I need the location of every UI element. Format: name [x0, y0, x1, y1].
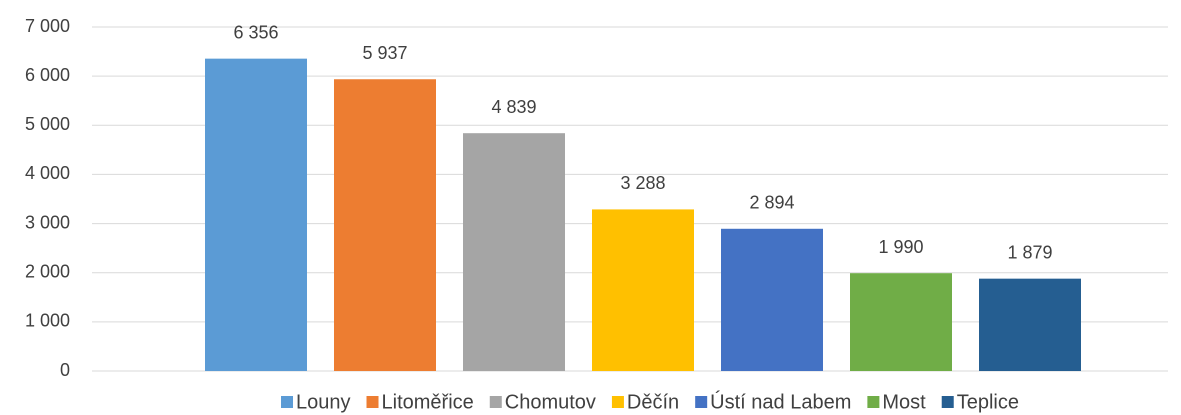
y-tick-label: 4 000: [25, 163, 70, 183]
legend-swatch: [366, 396, 379, 408]
legend-swatch: [867, 396, 880, 408]
legend-label: Ústí nad Labem: [710, 390, 851, 413]
y-tick-label: 3 000: [25, 212, 70, 232]
bar: [463, 133, 565, 371]
value-label: 2 894: [749, 193, 794, 213]
bar: [850, 273, 952, 371]
bar: [592, 209, 694, 371]
legend-label: Litoměřice: [382, 391, 474, 413]
y-tick-label: 7 000: [25, 16, 70, 36]
bar: [205, 58, 307, 371]
value-label: 1 990: [878, 237, 923, 257]
y-tick-label: 2 000: [25, 261, 70, 281]
legend-label: Děčín: [627, 391, 679, 413]
y-tick-label: 5 000: [25, 114, 70, 134]
y-tick-label: 6 000: [25, 65, 70, 85]
bar: [721, 228, 823, 371]
value-label: 4 839: [491, 97, 536, 117]
legend-label: Teplice: [957, 391, 1019, 413]
legend-label: Chomutov: [505, 391, 596, 413]
legend-label: Most: [882, 391, 926, 413]
value-label: 3 288: [620, 173, 665, 193]
value-label: 5 937: [362, 43, 407, 63]
legend-swatch: [611, 396, 624, 408]
y-tick-label: 1 000: [25, 311, 70, 331]
y-tick-label: 0: [60, 360, 70, 380]
legend-swatch: [489, 396, 502, 408]
value-label: 1 879: [1007, 242, 1052, 262]
value-label: 6 356: [233, 22, 278, 42]
legend-swatch: [941, 396, 954, 408]
legend-swatch: [281, 396, 294, 408]
legend-label: Louny: [296, 391, 351, 413]
bar: [334, 79, 436, 371]
bar: [979, 278, 1081, 371]
legend-swatch: [695, 396, 708, 408]
